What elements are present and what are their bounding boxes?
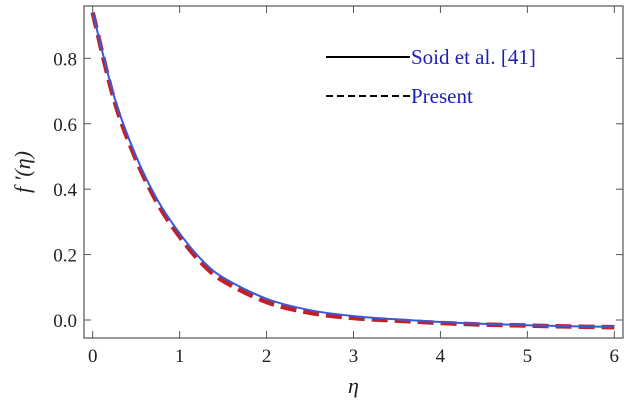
legend-label-soid: Soid et al. [41] [411, 45, 536, 69]
plot-frame [83, 5, 624, 339]
x-tick-label: 6 [610, 346, 620, 367]
x-tick-label: 5 [523, 346, 533, 367]
y-tick-label: 0.6 [53, 115, 77, 136]
series-line-soid [91, 12, 615, 328]
series-line-present [90, 12, 615, 330]
y-axis-ticks: 0.0 0.2 0.4 0.6 0.8 [53, 49, 623, 332]
y-tick-label: 0.2 [53, 246, 77, 267]
x-tick-label: 3 [349, 346, 359, 367]
x-tick-label: 2 [262, 346, 272, 367]
y-tick-label: 0.4 [53, 180, 77, 201]
y-tick-label: 0.0 [53, 311, 77, 332]
series-group [90, 12, 615, 330]
legend: Soid et al. [41] Present [326, 45, 536, 108]
x-axis-label: η [348, 373, 359, 398]
x-tick-label: 4 [436, 346, 446, 367]
x-tick-label: 0 [88, 346, 98, 367]
y-axis-label: f ′(η) [10, 151, 35, 193]
x-tick-label: 1 [175, 346, 185, 367]
legend-label-present: Present [411, 84, 473, 108]
x-axis-ticks: 0 1 2 3 4 5 6 [88, 6, 619, 367]
y-tick-label: 0.8 [53, 49, 77, 70]
